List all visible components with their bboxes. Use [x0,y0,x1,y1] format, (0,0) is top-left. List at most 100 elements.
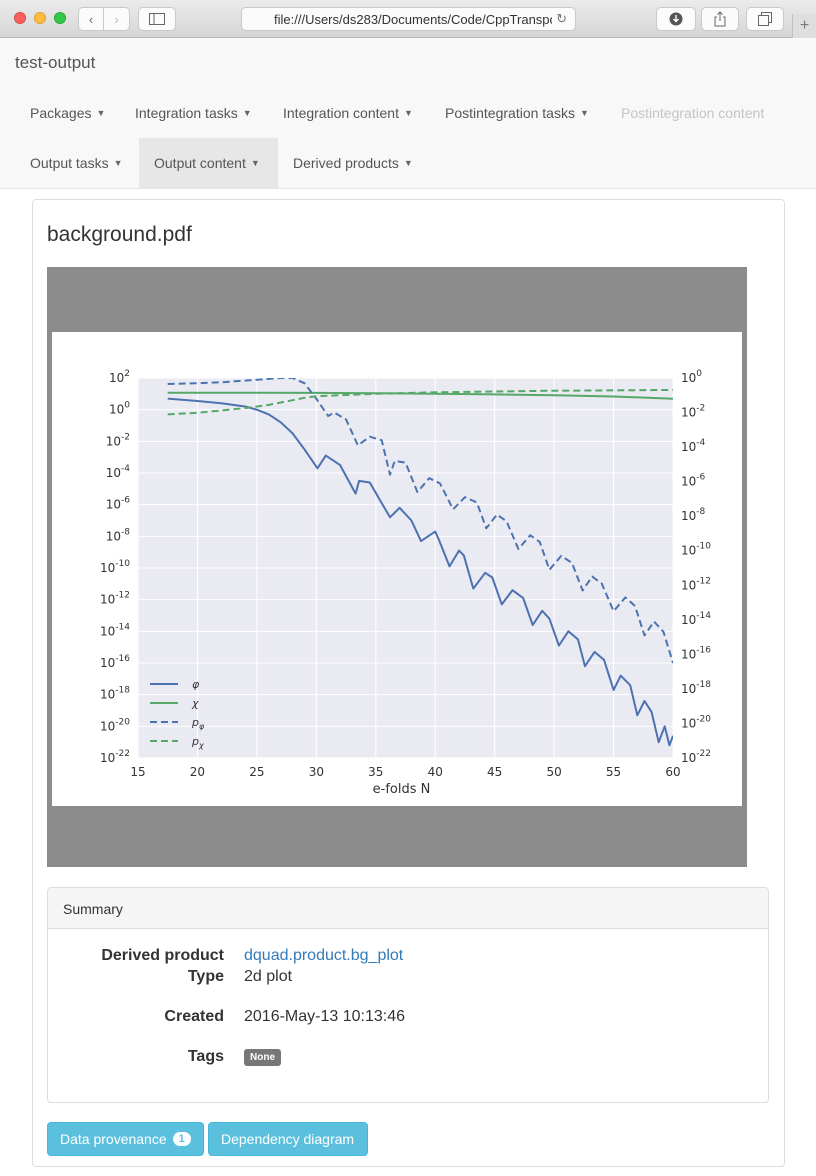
back-button[interactable]: ‹ [79,8,105,30]
type-label: Type [187,968,224,985]
left-y-tick-label: 102 [109,369,130,385]
x-tick-label: 30 [309,765,324,779]
x-tick-label: 15 [130,765,145,779]
nav-packages-label: Packages [30,105,92,121]
x-tick-label: 20 [190,765,205,779]
x-tick-label: 55 [606,765,621,779]
caret-down-icon: ▼ [579,108,589,118]
zoom-window-button[interactable] [54,12,66,24]
series-line-1 [167,391,673,400]
created-value: 2016-May-13 10:13:46 [244,1008,405,1025]
dependency-diagram-button[interactable]: Dependency diagram [208,1122,368,1156]
minimize-window-button[interactable] [34,12,46,24]
nav-postintegration-content: Postintegration content [606,88,779,138]
x-tick-label: 50 [546,765,561,779]
right-y-tick-label: 10-2 [681,404,705,420]
tags-label: Tags [187,1048,224,1065]
right-y-tick-label: 10-4 [681,438,706,454]
left-y-tick-label: 10-4 [106,464,131,480]
page-title: background.pdf [47,223,192,246]
nav-integration-tasks[interactable]: Integration tasks ▼ [120,88,267,138]
right-y-tick-label: 100 [681,369,702,385]
nav-output-content-label: Output content [154,155,246,171]
left-y-tick-label: 10-10 [100,559,130,575]
nav-postintegration-tasks[interactable]: Postintegration tasks ▼ [430,88,604,138]
right-y-tick-label: 10-20 [681,714,711,730]
show-tabs-button[interactable] [746,7,784,31]
x-axis-label: e-folds N [373,782,431,797]
left-y-tick-label: 10-2 [106,432,130,448]
left-y-tick-label: 10-12 [100,591,130,607]
tabs-icon [758,12,772,26]
summary-heading: Summary [48,888,768,929]
browser-toolbar: ‹ › file:///Users/ds283/Documents/Code/C… [0,0,816,38]
series-line-0 [167,397,673,747]
download-icon [669,12,683,26]
caret-down-icon: ▼ [403,158,413,168]
pdf-page: 15 20 25 30 35 40 45 50 55 60 102 100 10-2 10-4 10-6 10… [52,332,742,806]
nav-derived-products-label: Derived products [293,155,399,171]
data-provenance-label: Data provenance [60,1131,167,1147]
reload-icon[interactable]: ↻ [556,11,567,26]
legend-label: φ [192,678,200,691]
left-y-tick-label: 10-22 [100,749,130,765]
right-y-tick-label: 10-22 [681,749,711,765]
summary-panel: Summary Derived product dquad.product.bg… [47,887,769,1103]
plus-icon: + [799,17,810,34]
nav-integration-content[interactable]: Integration content ▼ [268,88,428,138]
provenance-count-badge: 1 [172,1132,191,1146]
sidebar-icon [149,13,165,25]
chevron-left-icon: ‹ [88,11,94,27]
left-y-tick-label: 10-8 [106,527,131,543]
share-icon [714,11,726,27]
left-y-tick-label: 100 [109,401,130,417]
nav-integration-tasks-label: Integration tasks [135,105,238,121]
new-tab-button[interactable]: + [792,14,816,38]
nav-postintegration-tasks-label: Postintegration tasks [445,105,575,121]
data-provenance-button[interactable]: Data provenance 1 [47,1122,204,1156]
caret-down-icon: ▼ [250,158,260,168]
share-button[interactable] [701,7,739,31]
background-chart: 15 20 25 30 35 40 45 50 55 60 102 100 10-2 10-4 10-6 10… [100,369,711,797]
navbar-brand[interactable]: test-output [15,53,96,72]
address-bar[interactable]: file:///Users/ds283/Documents/Code/CppTr… [241,7,576,31]
right-y-tick-label: 10-14 [681,611,711,627]
left-y-tick-label: 10-16 [100,654,130,670]
right-y-tick-label: 10-10 [681,542,711,558]
right-y-tick-label: 10-8 [681,507,706,523]
right-y-tick-label: 10-16 [681,645,711,661]
x-tick-label: 25 [249,765,264,779]
right-y-tick-label: 10-6 [681,473,706,489]
nav-packages[interactable]: Packages ▼ [15,88,120,138]
legend-label: χ [191,697,199,710]
derived-product-link[interactable]: dquad.product.bg_plot [244,947,404,964]
nav-derived-products[interactable]: Derived products ▼ [278,138,428,188]
nav-output-tasks[interactable]: Output tasks ▼ [15,138,138,188]
x-tick-label: 40 [428,765,443,779]
caret-down-icon: ▼ [403,108,413,118]
history-nav: ‹ › [78,7,130,31]
created-label: Created [164,1008,224,1025]
type-value: 2d plot [244,968,293,985]
caret-down-icon: ▼ [242,108,252,118]
left-y-tick-label: 10-20 [100,717,130,733]
nav-integration-content-label: Integration content [283,105,399,121]
caret-down-icon: ▼ [113,158,123,168]
sidebar-toggle-button[interactable] [138,7,176,31]
caret-down-icon: ▼ [96,108,106,118]
close-window-button[interactable] [14,12,26,24]
forward-button[interactable]: › [104,8,129,30]
series-line-2 [167,378,673,664]
navbar: test-output Packages ▼ Integration tasks ▼… [0,38,816,189]
derived-product-label: Derived product [101,947,224,964]
right-y-tick-label: 10-12 [681,576,711,592]
dependency-diagram-label: Dependency diagram [221,1131,355,1147]
tag-badge-none: None [244,1049,281,1066]
nav-output-tasks-label: Output tasks [30,155,109,171]
downloads-button[interactable] [656,7,696,31]
right-y-tick-label: 10-18 [681,680,711,696]
left-y-tick-label: 10-14 [100,622,130,638]
nav-output-content[interactable]: Output content ▼ [139,138,278,188]
series-line-3 [167,388,673,416]
nav-postintegration-content-label: Postintegration content [621,105,765,121]
